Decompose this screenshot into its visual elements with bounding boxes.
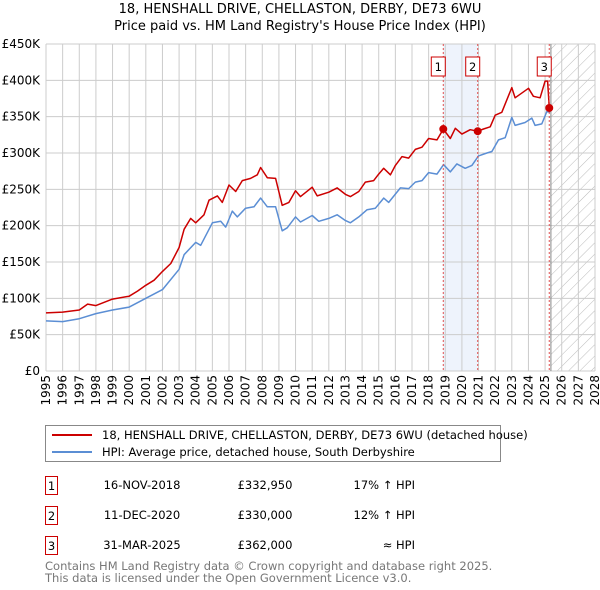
x-tick-label: 2000 — [122, 375, 136, 406]
sale-marker-label: 3 — [541, 60, 548, 74]
y-tick-label: £300K — [2, 146, 42, 160]
sale-number-badge: 1 — [45, 476, 58, 495]
x-tick-label: 2017 — [405, 375, 419, 406]
x-tick-label: 1997 — [72, 375, 86, 406]
sale-date: 31-MAR-2025 — [103, 538, 181, 552]
sale-hpi-diff: ≈ HPI — [382, 538, 415, 552]
sale-marker-box — [430, 56, 446, 77]
x-tick-label: 2026 — [555, 375, 569, 406]
x-tick-label: 2016 — [388, 375, 402, 406]
sale-price: £330,000 — [237, 508, 293, 522]
x-tick-label: 2001 — [139, 375, 153, 406]
x-tick-label: 2020 — [455, 375, 469, 406]
sale-price: £332,950 — [237, 478, 293, 492]
x-tick-label: 2008 — [255, 375, 269, 406]
sale-date: 11-DEC-2020 — [103, 508, 181, 522]
x-tick-label: 2004 — [189, 375, 203, 406]
footer-line1: Contains HM Land Registry data © Crown c… — [45, 559, 493, 573]
x-tick-label: 2019 — [438, 375, 452, 406]
x-tick-label: 2027 — [571, 375, 585, 406]
x-tick-label: 1999 — [106, 375, 120, 406]
legend-item-hpi: HPI: Average price, detached house, Sout… — [52, 444, 415, 460]
x-tick-label: 2015 — [372, 375, 386, 406]
sale-marker-label: 2 — [469, 60, 476, 74]
y-tick-label: £100K — [2, 291, 42, 305]
x-tick-label: 1996 — [56, 375, 70, 406]
sale-number-badge: 3 — [45, 536, 58, 555]
x-tick-label: 2024 — [521, 375, 535, 406]
sale-number-badge: 2 — [45, 506, 58, 525]
y-tick-label: £0 — [25, 364, 40, 378]
y-tick-label: £250K — [2, 182, 42, 196]
x-tick-label: 2010 — [289, 375, 303, 406]
sale-row: 1 16-NOV-2018 £332,950 17% ↑ HPI — [45, 476, 445, 495]
x-tick-label: 2028 — [588, 375, 600, 406]
x-tick-label: 2012 — [322, 375, 336, 406]
x-tick-label: 2002 — [155, 375, 169, 406]
footer-line2: This data is licensed under the Open Gov… — [45, 571, 412, 585]
x-tick-label: 2011 — [305, 375, 319, 406]
x-tick-label: 2022 — [488, 375, 502, 406]
sale-marker-box — [536, 56, 552, 77]
x-tick-label: 1995 — [39, 375, 53, 406]
x-tick-label: 2007 — [239, 375, 253, 406]
sale-point — [545, 103, 554, 112]
legend-item-property: 18, HENSHALL DRIVE, CHELLASTON, DERBY, D… — [52, 427, 528, 443]
y-tick-label: £200K — [2, 219, 42, 233]
forecast-hatch — [550, 44, 595, 371]
hpi-line — [45, 110, 551, 323]
sale-marker-label: 1 — [435, 60, 442, 74]
sale-point — [439, 125, 448, 134]
x-tick-label: 1998 — [89, 375, 103, 406]
sale-period-shade — [443, 44, 478, 371]
price-chart: £0 £50K £100K £150K £200K £250K £300K £350K £400… — [2, 37, 600, 406]
sale-point — [473, 127, 482, 136]
y-tick-label: £450K — [2, 37, 42, 51]
sale-row: 3 31-MAR-2025 £362,000 ≈ HPI — [45, 536, 445, 555]
sale-hpi-diff: 12% ↑ HPI — [353, 508, 415, 522]
x-tick-label: 2023 — [505, 375, 519, 406]
sale-row: 2 11-DEC-2020 £330,000 12% ↑ HPI — [45, 506, 445, 525]
legend-swatch-red — [52, 434, 92, 436]
sale-price: £362,000 — [237, 538, 293, 552]
x-tick-label: 2006 — [222, 375, 236, 406]
x-tick-label: 2025 — [538, 375, 552, 406]
x-tick-label: 2021 — [472, 375, 486, 406]
chart-title-line2: Price paid vs. HM Land Registry's House … — [114, 19, 486, 34]
x-tick-label: 2009 — [272, 375, 286, 406]
legend-swatch-blue — [52, 451, 92, 453]
x-tick-label: 2013 — [338, 375, 352, 406]
property-price-line — [45, 80, 551, 314]
legend-label: HPI: Average price, detached house, Sout… — [102, 445, 415, 459]
legend: 18, HENSHALL DRIVE, CHELLASTON, DERBY, D… — [45, 425, 528, 462]
y-tick-label: £350K — [2, 110, 42, 124]
x-tick-label: 2014 — [355, 375, 369, 406]
x-tick-label: 2005 — [205, 375, 219, 406]
x-tick-label: 2018 — [422, 375, 436, 406]
legend-label: 18, HENSHALL DRIVE, CHELLASTON, DERBY, D… — [102, 428, 528, 442]
y-tick-label: £150K — [2, 255, 42, 269]
chart-title-line1: 18, HENSHALL DRIVE, CHELLASTON, DERBY, D… — [118, 2, 482, 17]
sale-marker-box — [465, 56, 481, 77]
x-tick-label: 2003 — [172, 375, 186, 406]
y-tick-label: £400K — [2, 73, 42, 87]
y-tick-label: £50K — [9, 328, 41, 342]
sale-date: 16-NOV-2018 — [103, 478, 181, 492]
sale-hpi-diff: 17% ↑ HPI — [353, 478, 415, 492]
